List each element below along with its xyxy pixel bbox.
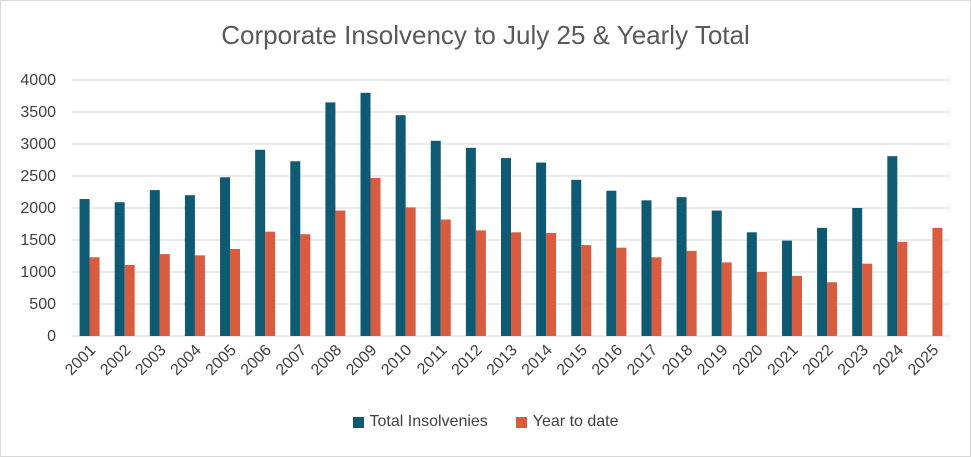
x-tick-label: 2021	[765, 342, 802, 379]
bar-total-insolvencies	[781, 240, 792, 336]
x-tick-label: 2016	[589, 342, 626, 379]
x-tick-label: 2015	[554, 342, 591, 379]
bar-year-to-date	[370, 177, 381, 336]
bar-year-to-date	[546, 232, 557, 336]
bar-year-to-date	[616, 247, 627, 336]
bar-total-insolvencies	[290, 161, 301, 336]
bar-total-insolvencies	[817, 227, 828, 336]
x-tick-label: 2013	[484, 342, 521, 379]
bar-year-to-date	[475, 230, 486, 336]
legend-swatch-total	[352, 416, 364, 428]
bar-total-insolvencies	[536, 162, 547, 336]
bar-total-insolvencies	[360, 92, 371, 336]
bars-group	[79, 92, 943, 337]
y-tick-label: 2000	[20, 200, 56, 217]
x-tick-label: 2002	[97, 342, 134, 379]
bar-total-insolvencies	[606, 190, 617, 336]
x-tick-label: 2017	[624, 342, 661, 379]
bar-total-insolvencies	[465, 147, 476, 336]
bar-year-to-date	[791, 275, 802, 336]
legend-item-ytd: Year to date	[515, 413, 619, 431]
bar-total-insolvencies	[676, 197, 687, 336]
x-tick-label: 2004	[168, 342, 205, 379]
y-tick-label: 0	[47, 328, 56, 345]
y-tick-label: 4000	[20, 72, 56, 89]
bar-year-to-date	[686, 250, 697, 336]
bar-total-insolvencies	[325, 102, 336, 337]
bar-year-to-date	[194, 255, 205, 336]
x-tick-label: 2001	[62, 342, 99, 379]
bar-total-insolvencies	[571, 179, 582, 336]
bar-total-insolvencies	[395, 115, 406, 336]
bar-total-insolvencies	[79, 199, 90, 336]
bar-year-to-date	[756, 272, 767, 336]
legend-label-total: Total Insolvenies	[369, 413, 488, 430]
x-tick-label: 2010	[378, 342, 415, 379]
bar-total-insolvencies	[220, 177, 231, 336]
legend-item-total: Total Insolvenies	[352, 413, 488, 431]
x-tick-label: 2024	[870, 342, 907, 379]
bar-total-insolvencies	[184, 195, 195, 336]
bar-year-to-date	[405, 207, 416, 336]
x-tick-label: 2008	[308, 342, 345, 379]
y-tick-label: 1000	[20, 264, 56, 281]
x-tick-label: 2012	[449, 342, 486, 379]
bar-total-insolvencies	[746, 232, 757, 336]
bar-year-to-date	[511, 232, 521, 336]
x-tick-label: 2014	[519, 342, 556, 379]
x-tick-label: 2022	[800, 342, 837, 379]
y-axis-ticks: 0 500 1000 1500 2000 2500 3000 3500 4000	[20, 72, 56, 345]
x-tick-label: 2003	[132, 342, 169, 379]
y-tick-label: 3500	[20, 104, 56, 121]
bar-total-insolvencies	[430, 140, 441, 336]
y-tick-label: 2500	[20, 168, 56, 185]
bar-total-insolvencies	[711, 210, 722, 336]
bar-year-to-date	[721, 262, 732, 336]
bar-total-insolvencies	[501, 158, 511, 336]
y-tick-label: 1500	[20, 232, 56, 249]
y-tick-label: 500	[29, 296, 56, 313]
legend-swatch-ytd	[515, 416, 527, 428]
x-tick-label: 2006	[238, 342, 275, 379]
bar-year-to-date	[581, 245, 592, 336]
legend: Total Insolvenies Year to date	[0, 413, 971, 431]
x-tick-label: 2019	[694, 342, 731, 379]
bar-total-insolvencies	[114, 202, 125, 336]
bar-year-to-date	[897, 241, 908, 336]
bar-total-insolvencies	[852, 208, 863, 336]
bar-year-to-date	[932, 227, 943, 336]
bar-year-to-date	[89, 257, 100, 336]
bar-year-to-date	[440, 219, 451, 336]
x-tick-label: 2025	[905, 342, 942, 379]
x-tick-label: 2005	[203, 342, 240, 379]
y-tick-label: 3000	[20, 136, 56, 153]
x-tick-label: 2020	[729, 342, 766, 379]
bar-year-to-date	[651, 257, 662, 336]
bar-year-to-date	[159, 254, 170, 336]
bar-year-to-date	[265, 231, 276, 336]
x-tick-label: 2018	[659, 342, 696, 379]
x-axis-ticks: 2001200220032004200520062007200820092010…	[62, 342, 942, 379]
bar-total-insolvencies	[887, 156, 898, 336]
bar-year-to-date	[230, 248, 241, 336]
x-tick-label: 2009	[343, 342, 380, 379]
x-tick-label: 2007	[273, 342, 310, 379]
bar-year-to-date	[862, 263, 873, 336]
bar-year-to-date	[300, 234, 311, 336]
bar-total-insolvencies	[255, 149, 266, 336]
bar-year-to-date	[335, 210, 346, 336]
bar-year-to-date	[827, 282, 838, 336]
x-tick-label: 2011	[414, 342, 450, 378]
bar-total-insolvencies	[149, 190, 160, 336]
bar-total-insolvencies	[641, 200, 652, 336]
bar-year-to-date	[124, 264, 135, 336]
x-tick-label: 2023	[835, 342, 872, 379]
legend-label-ytd: Year to date	[532, 413, 619, 430]
chart-title: Corporate Insolvency to July 25 & Yearly…	[221, 20, 750, 50]
